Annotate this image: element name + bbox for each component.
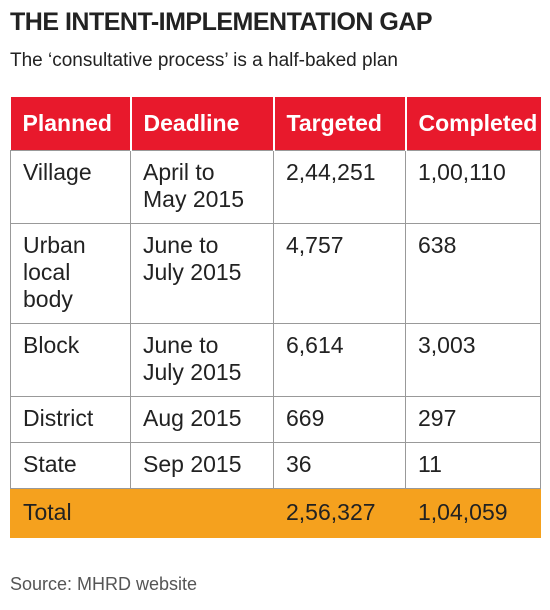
table-cell: Block (10, 323, 131, 397)
table-cell: Village (10, 150, 131, 224)
table-body: Village April to May 2015 2,44,251 1,00,110… (10, 150, 541, 538)
title: THE INTENT-IMPLEMENTATION GAP (10, 8, 433, 36)
table-cell: District (10, 396, 131, 443)
table-row: Block June to July 2015 6,614 3,003 (10, 323, 541, 397)
table-cell: 1,00,110 (405, 150, 541, 224)
table: Planned Deadline Targeted Completed Village… (10, 97, 541, 538)
header-row: Planned Deadline Targeted Completed (10, 97, 541, 151)
column-header: Planned (10, 97, 131, 151)
table-cell: April to May 2015 (130, 150, 274, 224)
total-cell: 1,04,059 (405, 488, 541, 538)
table-cell: June to July 2015 (130, 323, 274, 397)
column-header: Deadline (129, 97, 274, 151)
total-cell: 2,56,327 (273, 488, 406, 538)
table-row: Village April to May 2015 2,44,251 1,00,110 (10, 150, 541, 224)
subtitle: The ‘consultative process’ is a half-bak… (10, 50, 398, 71)
total-cell: Total (10, 488, 131, 538)
table-row: District Aug 2015 669 297 (10, 396, 541, 443)
table-cell: Urban local body (10, 223, 131, 324)
table-cell (130, 488, 274, 538)
table-cell: Sep 2015 (130, 442, 274, 489)
table-row: Urban local body June to July 2015 4,757 63… (10, 223, 541, 324)
source: Source: MHRD website (10, 574, 198, 594)
table-cell: 4,757 (273, 223, 406, 324)
table-cell: June to July 2015 (130, 223, 274, 324)
table-cell: Aug 2015 (130, 396, 274, 443)
column-header: Targeted (272, 97, 406, 151)
table-header: Planned Deadline Targeted Completed (10, 97, 541, 151)
table-cell: State (10, 442, 131, 489)
column-header: Completed (404, 97, 541, 151)
total-row: Total 2,56,327 1,04,059 (10, 488, 541, 538)
table-cell: 6,614 (273, 323, 406, 397)
table-cell: 2,44,251 (273, 150, 406, 224)
table-cell: 669 (273, 396, 406, 443)
table-cell: 36 (273, 442, 406, 489)
table-cell: 11 (405, 442, 541, 489)
table-cell: 3,003 (405, 323, 541, 397)
table-row: State Sep 2015 36 11 (10, 442, 541, 489)
table-cell: 638 (405, 223, 541, 324)
table-cell: 297 (405, 396, 541, 443)
